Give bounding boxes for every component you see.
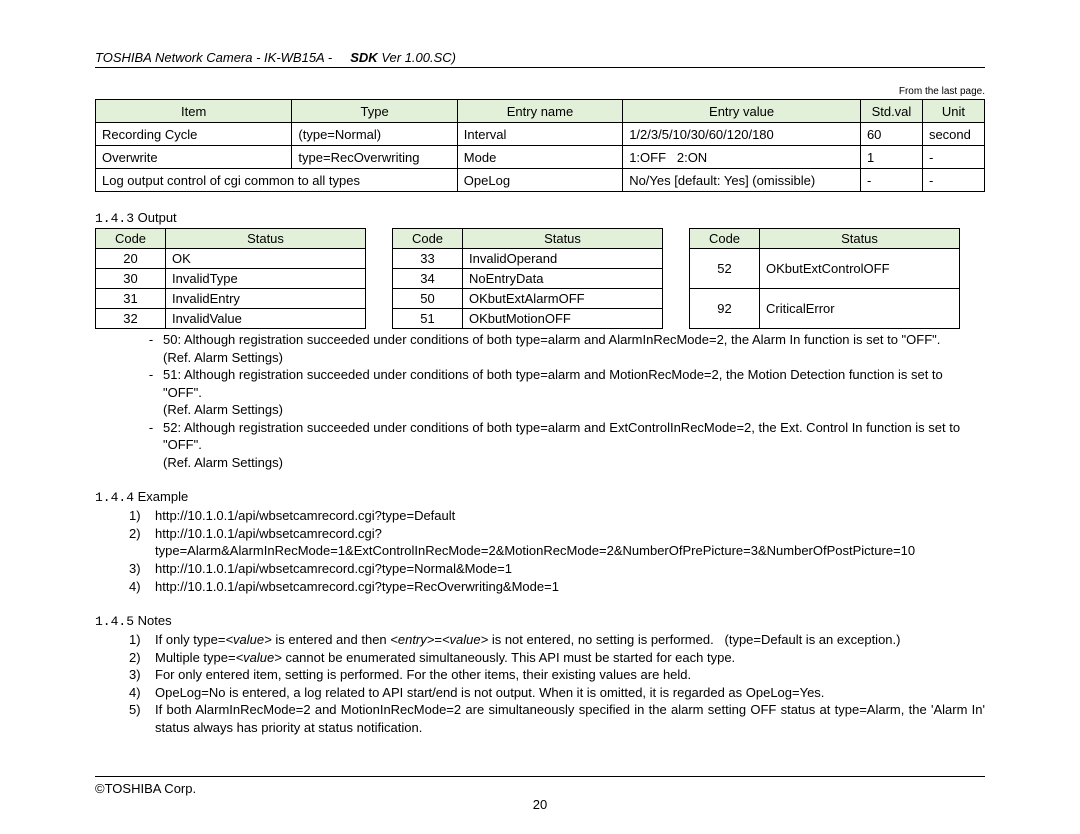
dash-note-line: (Ref. Alarm Settings) (139, 349, 985, 367)
table-row: Recording Cycle(type=Normal)Interval1/2/… (96, 123, 985, 146)
table-row: 92CriticalError (690, 289, 960, 329)
dash-note-line: -52: Although registration succeeded und… (139, 419, 985, 454)
table-header: Status (166, 229, 366, 249)
table-row: Overwritetype=RecOverwritingMode1:OFF 2:… (96, 146, 985, 169)
header-prefix: TOSHIBA Network Camera - IK-WB15A - (95, 50, 332, 65)
section-notes: 1.4.5 Notes (95, 613, 985, 629)
entry-table: ItemTypeEntry nameEntry valueStd.valUnit… (95, 99, 985, 192)
table-row: Log output control of cgi common to all … (96, 169, 985, 192)
table-header: Status (463, 229, 663, 249)
table-row: 31InvalidEntry (96, 289, 366, 309)
list-item: 3)For only entered item, setting is perf… (129, 666, 985, 684)
page-header: TOSHIBA Network Camera - IK-WB15A - SDK … (95, 50, 985, 68)
list-item: 1)If only type=<value> is entered and th… (129, 631, 985, 649)
example-list: 1)http://10.1.0.1/api/wbsetcamrecord.cgi… (129, 507, 985, 595)
list-item: 3)http://10.1.0.1/api/wbsetcamrecord.cgi… (129, 560, 985, 578)
table-header: Std.val (860, 100, 922, 123)
list-item: 2)Multiple type=<value> cannot be enumer… (129, 649, 985, 667)
page-number: 20 (0, 797, 1080, 812)
table-row: 50OKbutExtAlarmOFF (393, 289, 663, 309)
section-output: 1.4.3 Output (95, 210, 985, 226)
dash-note-line: (Ref. Alarm Settings) (139, 401, 985, 419)
table-row: 52OKbutExtControlOFF (690, 249, 960, 289)
code-table-1: CodeStatus20OK30InvalidType31InvalidEntr… (95, 228, 366, 329)
list-item: 1)http://10.1.0.1/api/wbsetcamrecord.cgi… (129, 507, 985, 525)
from-last-page-note: From the last page. (95, 86, 985, 97)
header-suffix: Ver 1.00.SC) (381, 50, 456, 65)
list-item: 2)http://10.1.0.1/api/wbsetcamrecord.cgi… (129, 525, 985, 560)
list-item: 5)If both AlarmInRecMode=2 and MotionInR… (129, 701, 985, 736)
dash-note-line: -51: Although registration succeeded und… (139, 366, 985, 401)
table-row: 32InvalidValue (96, 309, 366, 329)
table-header: Code (690, 229, 760, 249)
table-header: Code (393, 229, 463, 249)
table-row: 34NoEntryData (393, 269, 663, 289)
list-item: 4)http://10.1.0.1/api/wbsetcamrecord.cgi… (129, 578, 985, 596)
table-row: 33InvalidOperand (393, 249, 663, 269)
list-item: 4)OpeLog=No is entered, a log related to… (129, 684, 985, 702)
table-header: Unit (922, 100, 984, 123)
section-example: 1.4.4 Example (95, 489, 985, 505)
dash-note-line: (Ref. Alarm Settings) (139, 454, 985, 472)
table-header: Status (760, 229, 960, 249)
table-row: 51OKbutMotionOFF (393, 309, 663, 329)
table-header: Item (96, 100, 292, 123)
footer-copyright: ©TOSHIBA Corp. (95, 776, 985, 796)
output-code-tables: CodeStatus20OK30InvalidType31InvalidEntr… (95, 228, 985, 329)
output-dash-notes: -50: Although registration succeeded und… (139, 331, 985, 471)
dash-note-line: -50: Although registration succeeded und… (139, 331, 985, 349)
table-row: 30InvalidType (96, 269, 366, 289)
table-header: Entry value (623, 100, 861, 123)
table-row: 20OK (96, 249, 366, 269)
table-header: Entry name (457, 100, 622, 123)
code-table-3: CodeStatus52OKbutExtControlOFF92Critical… (689, 228, 960, 329)
table-header: Type (292, 100, 457, 123)
code-table-2: CodeStatus33InvalidOperand34NoEntryData5… (392, 228, 663, 329)
notes-list: 1)If only type=<value> is entered and th… (129, 631, 985, 736)
table-header: Code (96, 229, 166, 249)
header-bold: SDK (350, 50, 377, 65)
